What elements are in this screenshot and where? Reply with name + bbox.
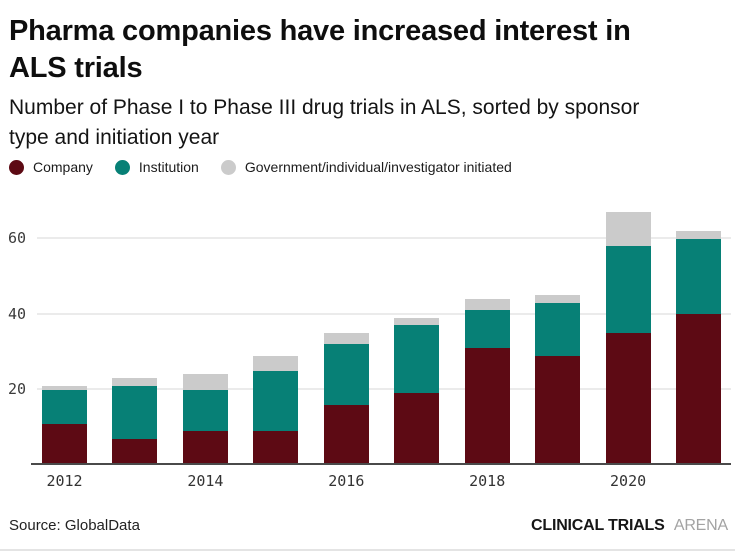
- bar-2017-segment-company: [394, 393, 440, 465]
- bar-2019: [535, 295, 581, 465]
- plot-area: [31, 209, 731, 465]
- bar-2015-segment-company: [253, 431, 299, 465]
- institution-swatch-icon: [114, 159, 130, 175]
- government-swatch-icon: [220, 159, 236, 175]
- x-tick-label-2012: 2012: [46, 472, 83, 490]
- source-label: Source: GlobalData: [9, 517, 140, 534]
- bar-2014: [182, 374, 228, 465]
- gridline-40: [37, 312, 731, 315]
- bar-2021: [676, 230, 722, 465]
- bar-2016: [323, 332, 369, 465]
- bar-2014-segment-company: [182, 431, 228, 465]
- bar-2015: [253, 355, 299, 465]
- bar-2017-segment-institution: [394, 325, 440, 394]
- chart-subtitle: Number of Phase I to Phase III drug tria…: [9, 96, 640, 149]
- bar-2017-segment-government: [394, 317, 440, 326]
- bar-2012-segment-company: [42, 423, 87, 465]
- y-axis: 20 40 60: [8, 209, 35, 465]
- x-tick-label-2016: 2016: [328, 472, 365, 490]
- bar-2021-segment-government: [676, 230, 722, 239]
- bar-2018-segment-government: [464, 298, 510, 311]
- legend-label-institution: Institution: [138, 159, 199, 175]
- bar-2015-segment-institution: [253, 370, 299, 431]
- gridline-20: [37, 388, 731, 391]
- bar-2020-segment-company: [605, 332, 651, 465]
- bar-2019-segment-institution: [535, 302, 581, 356]
- legend-label-company: Company: [33, 159, 93, 175]
- bar-2013: [112, 378, 158, 465]
- bar-2020: [605, 212, 651, 465]
- bar-2013-segment-company: [112, 438, 158, 465]
- legend: Company Institution Government/individua…: [9, 159, 512, 175]
- bar-2019-segment-company: [535, 355, 581, 465]
- y-tick-label-60: 60: [8, 229, 27, 248]
- company-swatch-icon: [9, 159, 24, 175]
- legend-item-company: Company: [9, 159, 93, 175]
- y-tick-label-40: 40: [8, 304, 27, 323]
- bar-2016-segment-company: [323, 404, 369, 465]
- legend-item-government: Government/individual/investigator initi…: [220, 159, 512, 175]
- bar-2018: [464, 298, 510, 465]
- bar-2014-segment-institution: [182, 389, 228, 431]
- chart-title: Pharma companies have increased interest…: [9, 15, 631, 84]
- brand-logo: CLINICAL TRIALS ARENA: [531, 517, 728, 535]
- bar-2021-segment-institution: [676, 238, 722, 314]
- bar-2020-segment-government: [605, 212, 651, 247]
- bar-2020-segment-institution: [605, 246, 651, 333]
- y-tick-label-20: 20: [8, 380, 27, 399]
- x-tick-label-2014: 2014: [187, 472, 224, 490]
- bar-2019-segment-government: [535, 295, 581, 303]
- gridline-60: [37, 237, 731, 240]
- x-axis: 2012 2014 2016 2018 2020: [37, 472, 731, 492]
- legend-label-government: Government/individual/investigator initi…: [244, 159, 512, 175]
- legend-item-institution: Institution: [114, 159, 199, 175]
- x-tick-label-2020: 2020: [610, 472, 647, 490]
- bar-2021-segment-company: [676, 314, 722, 465]
- brand-clinical-trials: CLINICAL TRIALS: [531, 517, 665, 534]
- bar-2012: [42, 385, 87, 465]
- bar-2014-segment-government: [182, 374, 228, 390]
- bar-2017: [394, 317, 440, 465]
- bar-2015-segment-government: [253, 355, 299, 371]
- x-tick-label-2018: 2018: [469, 472, 506, 490]
- bar-2018-segment-institution: [464, 310, 510, 348]
- bar-2016-segment-institution: [323, 344, 369, 405]
- brand-arena: ARENA: [673, 517, 728, 534]
- bar-2016-segment-government: [323, 332, 369, 345]
- bar-2013-segment-institution: [112, 385, 158, 439]
- bar-2012-segment-institution: [42, 389, 87, 424]
- footer: Source: GlobalData CLINICAL TRIALS ARENA: [9, 517, 728, 535]
- bar-2018-segment-company: [464, 347, 510, 465]
- bottom-divider: [0, 549, 735, 551]
- x-axis-line: [31, 463, 731, 465]
- bar-2013-segment-government: [112, 378, 158, 386]
- bar-2012-segment-government: [42, 385, 87, 390]
